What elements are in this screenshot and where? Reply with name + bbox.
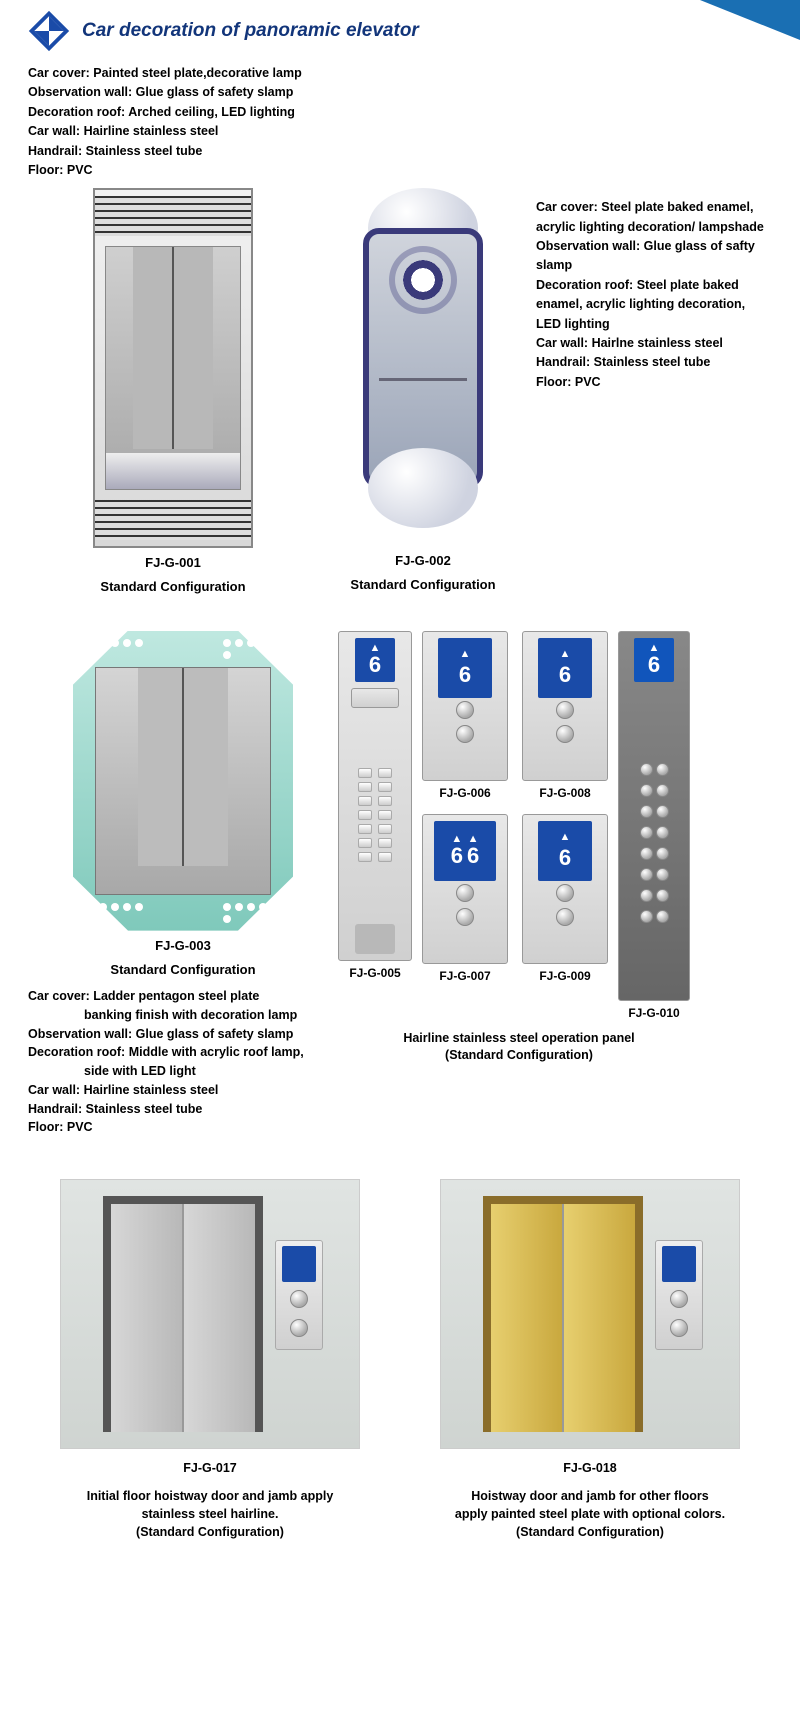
product-fj-g-001: FJ-G-001 Standard Configuration xyxy=(28,188,318,596)
spec-block-3: Car cover: Ladder pentagon steel plate b… xyxy=(28,979,338,1137)
product-conf: Standard Configuration xyxy=(28,578,318,596)
product-fj-g-002: FJ-G-002 Standard Configuration xyxy=(318,188,528,594)
spec-block-1: Car cover: Painted steel plate,decorativ… xyxy=(0,62,800,188)
panel-code: FJ-G-005 xyxy=(349,966,400,980)
page-header: Car decoration of panoramic elevator xyxy=(0,0,800,62)
spec-line: Decoration roof: Middle with acrylic roo… xyxy=(28,1043,338,1062)
spec-line: Car cover: Steel plate baked enamel, acr… xyxy=(536,198,772,237)
spec-line: Car cover: Painted steel plate,decorativ… xyxy=(28,64,800,83)
panel-code: FJ-G-008 xyxy=(539,786,590,800)
spec-line: Observation wall: Glue glass of safety s… xyxy=(28,83,800,102)
spec-line: Observation wall: Glue glass of safty sl… xyxy=(536,237,772,276)
panel-fj-g-006: ▲6 xyxy=(422,631,508,781)
product-code: FJ-G-017 xyxy=(40,1459,380,1477)
panel-fj-g-010: ▲6 xyxy=(618,631,690,1001)
panel-code: FJ-G-006 xyxy=(439,786,490,800)
spec-line: Car wall: Hairlne stainless steel xyxy=(536,334,772,353)
brand-logo xyxy=(28,10,70,52)
panel-code: FJ-G-007 xyxy=(439,969,490,983)
panels-section: ▲6 FJ-G-005 xyxy=(338,631,780,1020)
door-caption: Initial floor hoistway door and jamb app… xyxy=(40,1487,380,1505)
door-caption: stainless steel hairline. xyxy=(40,1505,380,1523)
spec-line: Car cover: Ladder pentagon steel plate xyxy=(28,987,338,1006)
product-fj-g-017: FJ-G-017 Initial floor hoistway door and… xyxy=(40,1179,380,1542)
spec-line: Floor: PVC xyxy=(536,373,772,392)
product-conf: Standard Configuration xyxy=(28,961,338,979)
spec-block-2: Car cover: Steel plate baked enamel, acr… xyxy=(528,188,772,594)
spec-line: Floor: PVC xyxy=(28,1118,338,1137)
page-title: Car decoration of panoramic elevator xyxy=(82,20,419,42)
door-caption: apply painted steel plate with optional … xyxy=(420,1505,760,1523)
door-caption: (Standard Configuration) xyxy=(420,1523,760,1541)
spec-line: Observation wall: Glue glass of safety s… xyxy=(28,1025,338,1044)
panel-fj-g-007: ▲6 ▲6 xyxy=(422,814,508,964)
spec-line: Handrail: Stainless steel tube xyxy=(28,1100,338,1119)
spec-line: side with LED light xyxy=(28,1062,338,1081)
product-code: FJ-G-018 xyxy=(420,1459,760,1477)
door-caption: (Standard Configuration) xyxy=(40,1523,380,1541)
product-code: FJ-G-002 xyxy=(318,552,528,570)
product-conf: Standard Configuration xyxy=(318,576,528,594)
spec-line: Handrail: Stainless steel tube xyxy=(28,142,800,161)
corner-accent xyxy=(700,0,800,40)
product-fj-g-018: FJ-G-018 Hoistway door and jamb for othe… xyxy=(420,1179,760,1542)
spec-line: Handrail: Stainless steel tube xyxy=(536,353,772,372)
panel-code: FJ-G-010 xyxy=(628,1006,679,1020)
panel-fj-g-009: ▲6 xyxy=(522,814,608,964)
spec-line: Decoration roof: Arched ceiling, LED lig… xyxy=(28,103,800,122)
door-caption: Hoistway door and jamb for other floors xyxy=(420,1487,760,1505)
panel-fj-g-008: ▲6 xyxy=(522,631,608,781)
panel-fj-g-005: ▲6 xyxy=(338,631,412,961)
spec-line: Decoration roof: Steel plate baked ename… xyxy=(536,276,772,334)
panel-code: FJ-G-009 xyxy=(539,969,590,983)
panels-note: (Standard Configuration) xyxy=(338,1047,700,1065)
product-fj-g-003: FJ-G-003 Standard Configuration xyxy=(28,631,338,979)
product-code: FJ-G-001 xyxy=(28,554,318,572)
product-code: FJ-G-003 xyxy=(28,937,338,955)
spec-line: Car wall: Hairline stainless steel xyxy=(28,1081,338,1100)
spec-line: Car wall: Hairline stainless steel xyxy=(28,122,800,141)
panels-note: Hairline stainless steel operation panel xyxy=(338,1030,700,1048)
spec-line: banking finish with decoration lamp xyxy=(28,1006,338,1025)
spec-line: Floor: PVC xyxy=(28,161,800,180)
